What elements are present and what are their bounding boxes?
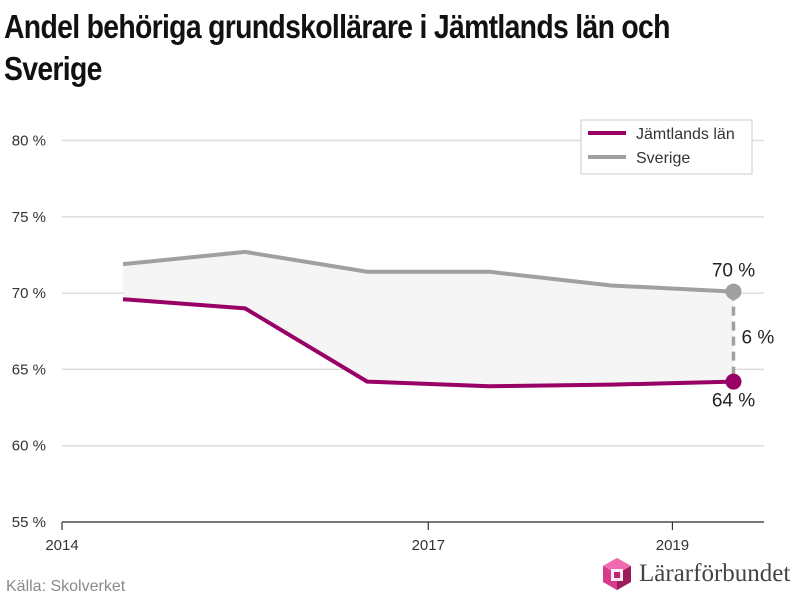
y-tick-label: 55 % xyxy=(12,514,46,531)
series-line-jamtlands-lan xyxy=(122,297,734,389)
logo-text: Lärarförbundet xyxy=(639,560,791,587)
lararforbundet-logo-icon xyxy=(603,558,631,590)
y-tick-label: 80 % xyxy=(12,133,46,150)
legend: Jämtlands län Sverige xyxy=(580,119,753,175)
series-line-sverige xyxy=(122,249,734,294)
x-tick-label: 2017 xyxy=(412,537,445,554)
legend-label-jamtlands-lan: Jämtlands län xyxy=(636,126,735,143)
y-axis-ticks: 55 % 60 % 65 % 70 % 75 % 80 % xyxy=(12,133,46,531)
lararforbundet-logo: Lärarförbundet xyxy=(601,557,790,591)
y-tick-label: 70 % xyxy=(12,285,46,302)
end-point-jamtlands-lan xyxy=(725,373,742,390)
end-point-sverige xyxy=(725,283,742,300)
x-tick-label: 2014 xyxy=(45,537,78,554)
x-tick-label: 2019 xyxy=(656,537,689,554)
end-label-jamtlands-lan: 64 % xyxy=(712,391,755,412)
y-tick-label: 75 % xyxy=(12,209,46,226)
chart-title: Andel behöriga grundskollärare i Jämtlan… xyxy=(4,8,671,87)
legend-box xyxy=(580,119,753,175)
source-note: Källa: Skolverket xyxy=(6,578,126,595)
y-tick-label: 65 % xyxy=(12,361,46,378)
legend-label-sverige: Sverige xyxy=(636,150,690,167)
difference-band xyxy=(123,251,734,387)
difference-label: 6 % xyxy=(741,328,774,349)
y-tick-label: 60 % xyxy=(12,438,46,455)
x-axis-ticks: 2014 2017 2019 xyxy=(45,522,689,554)
end-label-sverige: 70 % xyxy=(712,261,755,282)
